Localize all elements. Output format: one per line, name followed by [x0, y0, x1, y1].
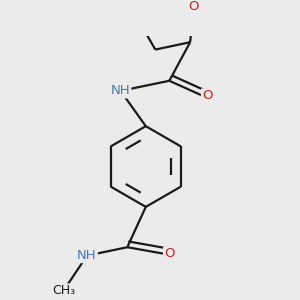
Text: O: O [164, 248, 175, 260]
Text: O: O [202, 89, 212, 102]
Text: NH: NH [111, 84, 130, 98]
Text: O: O [189, 0, 199, 13]
Text: NH: NH [77, 249, 97, 262]
Text: CH₃: CH₃ [52, 284, 75, 297]
